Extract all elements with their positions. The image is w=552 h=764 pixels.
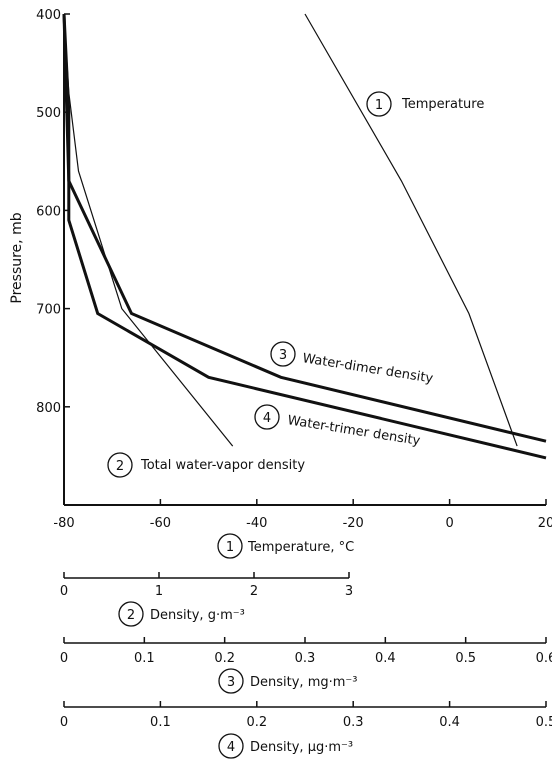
scale-1-title: Temperature, °C: [247, 540, 354, 555]
series-label-circle: [270, 341, 296, 367]
scale-3-tick-label: 0.3: [295, 651, 316, 666]
series-label-text: Total water-vapor density: [140, 458, 305, 473]
scale-3-tick-label: 0.1: [134, 651, 155, 666]
scale-1-number: 1: [226, 540, 234, 555]
y-tick-label: 400: [36, 8, 61, 23]
y-tick-label: 800: [36, 401, 61, 416]
scale-1-tick-label: -80: [53, 516, 74, 531]
series-label-number: 3: [279, 348, 287, 363]
scale-2-circle: [118, 601, 144, 627]
scale-2-tick-label: 2: [250, 584, 258, 599]
scale-4-circle: [218, 733, 244, 759]
scale-4-title: Density, µg·m⁻³: [250, 740, 353, 755]
scale-2-tick-label: 3: [345, 584, 353, 599]
scale-2-tick-label: 0: [60, 584, 68, 599]
series-line-3: [62, 13, 547, 443]
y-tick-label: 500: [36, 106, 61, 121]
scale-2-title: Density, g·m⁻³: [150, 608, 245, 623]
bottom-scales: -80 -60 -40 -20 0 20 1 Temperature, °C 0 1 2 3 2 Dens…: [53, 499, 552, 759]
scale-4-tick-label: 0.2: [246, 715, 267, 730]
series-label-number: 2: [116, 459, 124, 474]
scale-3-number: 3: [227, 675, 235, 690]
series-label-circle: [254, 404, 280, 430]
scale-1-circle: [217, 533, 243, 559]
scale-3-tick-label: 0: [60, 651, 68, 666]
scale-2-tick-label: 1: [155, 584, 163, 599]
scale-1-tick-label: -60: [150, 516, 171, 531]
series-line-2: [63, 13, 234, 447]
series-lines: [62, 13, 547, 460]
scale-4-number: 4: [227, 740, 235, 755]
scale-1-tick-label: 0: [445, 516, 453, 531]
series-line-4: [62, 13, 547, 460]
scale-4-tick-label: 0: [60, 715, 68, 730]
series-label-text: Temperature: [401, 97, 484, 112]
scale-1-tick-label: -20: [343, 516, 364, 531]
scale-3-tick-label: 0.5: [455, 651, 476, 666]
scale-3-tick-label: 0.2: [214, 651, 235, 666]
scale-4-tick-label: 0.4: [439, 715, 460, 730]
series-label-circle: [366, 91, 392, 117]
series-label-number: 1: [375, 98, 383, 113]
series-label-circle: [107, 452, 133, 478]
y-tick-label: 600: [36, 204, 61, 219]
scale-3-tick-label: 0.4: [375, 651, 396, 666]
scale-1-tick-label: -40: [246, 516, 267, 531]
scale-2-number: 2: [127, 608, 135, 623]
scale-4-tick-label: 0.3: [343, 715, 364, 730]
series-label-number: 4: [263, 411, 271, 426]
scale-4-tick-label: 0.5: [536, 715, 552, 730]
scale-1-tick-label: 20: [538, 516, 552, 531]
scale-3-title: Density, mg·m⁻³: [250, 675, 357, 690]
scale-4-tick-label: 0.1: [150, 715, 171, 730]
scale-3-tick-label: 0.6: [536, 651, 552, 666]
scale-3-circle: [218, 668, 244, 694]
series-label-text: Water-dimer density: [301, 351, 434, 387]
y-axis-title: Pressure, mb: [9, 212, 25, 303]
plot-frame: [63, 14, 546, 506]
series-line-1: [304, 13, 518, 447]
series-label-text: Water-trimer density: [286, 413, 421, 449]
y-tick-label: 700: [36, 303, 61, 318]
